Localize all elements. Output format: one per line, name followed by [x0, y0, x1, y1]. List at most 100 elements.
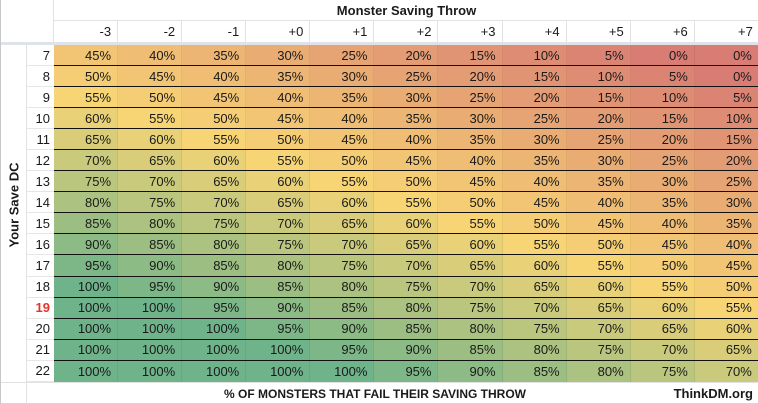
percent-cell[interactable]: 75% [630, 360, 695, 382]
percent-cell[interactable]: 75% [246, 234, 311, 255]
save-dc-label[interactable]: 17 [27, 255, 54, 277]
percent-cell[interactable]: 80% [566, 360, 631, 382]
percent-cell[interactable]: 70% [182, 192, 247, 213]
percent-cell[interactable]: 55% [566, 255, 631, 276]
percent-cell[interactable]: 100% [118, 297, 183, 318]
save-dc-label[interactable]: 22 [27, 360, 54, 382]
chart-title-cell[interactable]: Monster Saving Throw [54, 0, 758, 21]
percent-cell[interactable]: 30% [502, 129, 567, 150]
percent-cell[interactable]: 30% [566, 150, 631, 171]
save-dc-label[interactable]: 7 [27, 45, 54, 67]
percent-cell[interactable]: 100% [118, 339, 183, 360]
percent-cell[interactable]: 70% [374, 255, 439, 276]
percent-cell[interactable]: 100% [182, 360, 247, 382]
percent-cell[interactable]: 100% [54, 339, 119, 360]
column-header[interactable]: +3 [438, 21, 503, 42]
percent-cell[interactable]: 90% [54, 234, 119, 255]
percent-cell[interactable]: 50% [694, 276, 758, 297]
percent-cell[interactable]: 85% [118, 234, 183, 255]
percent-cell[interactable]: 80% [310, 276, 375, 297]
save-dc-label[interactable]: 21 [27, 339, 54, 361]
percent-cell[interactable]: 95% [182, 297, 247, 318]
percent-cell[interactable]: 100% [182, 339, 247, 360]
percent-cell[interactable]: 80% [54, 192, 119, 213]
percent-cell[interactable]: 5% [694, 87, 758, 108]
percent-cell[interactable]: 65% [438, 255, 503, 276]
percent-cell[interactable]: 60% [54, 108, 119, 129]
percent-cell[interactable]: 100% [54, 297, 119, 318]
percent-cell[interactable]: 35% [502, 150, 567, 171]
percent-cell[interactable]: 80% [182, 234, 247, 255]
percent-cell[interactable]: 50% [630, 255, 695, 276]
percent-cell[interactable]: 50% [438, 192, 503, 213]
percent-cell[interactable]: 95% [54, 255, 119, 276]
percent-cell[interactable]: 60% [694, 318, 758, 339]
percent-cell[interactable]: 20% [694, 150, 758, 171]
percent-cell[interactable]: 35% [374, 108, 439, 129]
percent-cell[interactable]: 40% [694, 234, 758, 255]
percent-cell[interactable]: 75% [182, 213, 247, 234]
percent-cell[interactable]: 65% [54, 129, 119, 150]
percent-cell[interactable]: 70% [630, 339, 695, 360]
percent-cell[interactable]: 50% [502, 213, 567, 234]
percent-cell[interactable]: 30% [694, 192, 758, 213]
percent-cell[interactable]: 10% [502, 45, 567, 66]
percent-cell[interactable]: 85% [54, 213, 119, 234]
percent-cell[interactable]: 80% [502, 339, 567, 360]
percent-cell[interactable]: 20% [438, 66, 503, 87]
percent-cell[interactable]: 35% [246, 66, 311, 87]
percent-cell[interactable]: 75% [118, 192, 183, 213]
percent-cell[interactable]: 75% [54, 171, 119, 192]
percent-cell[interactable]: 80% [118, 213, 183, 234]
save-dc-label[interactable]: 15 [27, 213, 54, 235]
percent-cell[interactable]: 30% [246, 45, 311, 66]
y-axis-label-cell[interactable]: Your Save DC [1, 45, 27, 382]
percent-cell[interactable]: 25% [374, 66, 439, 87]
percent-cell[interactable]: 45% [54, 45, 119, 66]
percent-cell[interactable]: 25% [310, 45, 375, 66]
percent-cell[interactable]: 35% [310, 87, 375, 108]
percent-cell[interactable]: 90% [374, 339, 439, 360]
percent-cell[interactable]: 90% [310, 318, 375, 339]
column-header[interactable]: -2 [118, 21, 183, 42]
percent-cell[interactable]: 70% [566, 318, 631, 339]
percent-cell[interactable]: 95% [246, 318, 311, 339]
percent-cell[interactable]: 55% [182, 129, 247, 150]
percent-cell[interactable]: 30% [630, 171, 695, 192]
percent-cell[interactable]: 65% [630, 318, 695, 339]
column-header[interactable]: +2 [374, 21, 439, 42]
column-header[interactable]: +0 [246, 21, 311, 42]
percent-cell[interactable]: 35% [438, 129, 503, 150]
percent-cell[interactable]: 85% [374, 318, 439, 339]
percent-cell[interactable]: 90% [182, 276, 247, 297]
save-dc-label[interactable]: 9 [27, 87, 54, 109]
percent-cell[interactable]: 25% [694, 171, 758, 192]
percent-cell[interactable]: 70% [310, 234, 375, 255]
column-header[interactable]: -1 [182, 21, 247, 42]
percent-cell[interactable]: 45% [694, 255, 758, 276]
percent-cell[interactable]: 25% [438, 87, 503, 108]
percent-cell[interactable]: 100% [310, 360, 375, 382]
percent-cell[interactable]: 40% [502, 171, 567, 192]
percent-cell[interactable]: 95% [374, 360, 439, 382]
percent-cell[interactable]: 70% [54, 150, 119, 171]
percent-cell[interactable]: 50% [310, 150, 375, 171]
percent-cell[interactable]: 100% [54, 276, 119, 297]
percent-cell[interactable]: 65% [566, 297, 631, 318]
percent-cell[interactable]: 60% [566, 276, 631, 297]
percent-cell[interactable]: 100% [118, 318, 183, 339]
percent-cell[interactable]: 95% [118, 276, 183, 297]
save-dc-label[interactable]: 11 [27, 129, 54, 151]
percent-cell[interactable]: 85% [246, 276, 311, 297]
percent-cell[interactable]: 35% [566, 171, 631, 192]
percent-cell[interactable]: 65% [374, 234, 439, 255]
percent-cell[interactable]: 40% [374, 129, 439, 150]
save-dc-label[interactable]: 12 [27, 150, 54, 172]
percent-cell[interactable]: 45% [118, 66, 183, 87]
percent-cell[interactable]: 35% [630, 192, 695, 213]
percent-cell[interactable]: 25% [630, 150, 695, 171]
percent-cell[interactable]: 100% [54, 318, 119, 339]
percent-cell[interactable]: 10% [630, 87, 695, 108]
percent-cell[interactable]: 90% [438, 360, 503, 382]
percent-cell[interactable]: 55% [310, 171, 375, 192]
